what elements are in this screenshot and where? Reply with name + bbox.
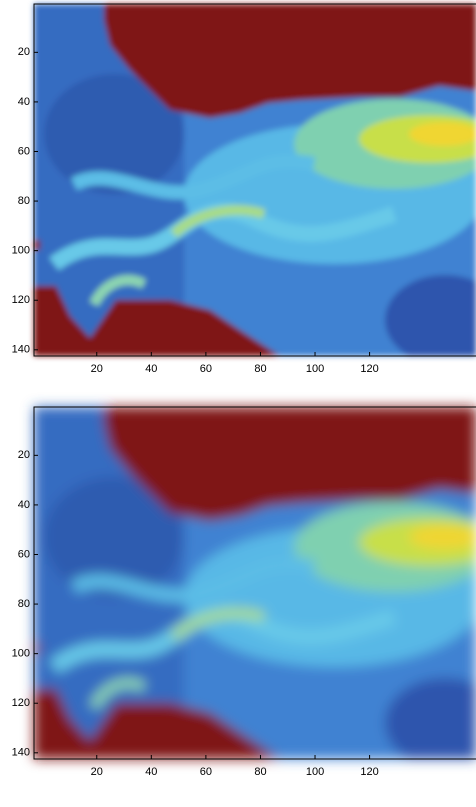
y-tick-label: 40 xyxy=(18,499,30,511)
figure: 20 40 60 80 100 120 20 40 60 80 100 120 140 20 40 60 80 1… xyxy=(0,0,476,807)
y-tick-label: 100 xyxy=(12,648,30,660)
x-tick-label: 40 xyxy=(145,766,157,778)
y-tick-label: 120 xyxy=(12,697,30,709)
x-tick-label: 20 xyxy=(91,363,103,375)
y-tick-label: 80 xyxy=(18,195,30,207)
x-tick-label: 80 xyxy=(254,766,266,778)
image-panel xyxy=(34,407,476,768)
image-content xyxy=(34,4,476,365)
x-tick-label: 40 xyxy=(145,363,157,375)
x-tick-label: 20 xyxy=(91,766,103,778)
y-tick-label: 60 xyxy=(18,548,30,560)
x-tick-label: 60 xyxy=(200,766,212,778)
y-tick-label: 20 xyxy=(18,46,30,58)
x-tick-label: 60 xyxy=(200,363,212,375)
y-tick-label: 20 xyxy=(18,449,30,461)
y-tick-label: 120 xyxy=(12,294,30,306)
x-tick-label: 100 xyxy=(306,363,324,375)
y-tick-label: 60 xyxy=(18,145,30,157)
image-content xyxy=(34,407,476,768)
page: 20 40 60 80 100 120 20 40 60 80 100 120 140 20 40 60 80 1… xyxy=(0,0,476,807)
image-panel xyxy=(34,4,476,365)
x-tick-label: 100 xyxy=(306,766,324,778)
y-tick-label: 40 xyxy=(18,96,30,108)
x-tick-label: 80 xyxy=(254,363,266,375)
x-tick-label: 120 xyxy=(360,363,378,375)
y-tick-label: 80 xyxy=(18,598,30,610)
y-tick-label: 100 xyxy=(12,245,30,257)
y-tick-label: 140 xyxy=(12,344,30,356)
y-tick-label: 140 xyxy=(12,747,30,759)
x-tick-label: 120 xyxy=(360,766,378,778)
